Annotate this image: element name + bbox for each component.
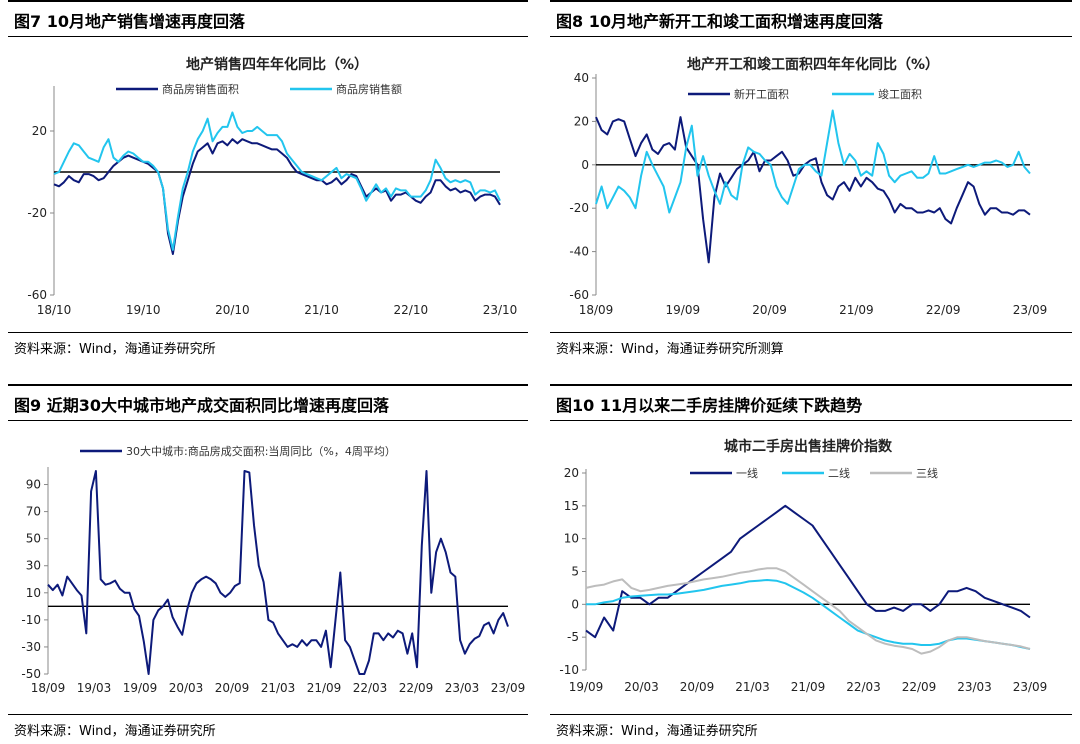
x-tick-label: 21/03	[735, 680, 770, 694]
legend-label: 二线	[828, 466, 850, 480]
chart-title: 地产开工和竣工面积四年年化同比（%）	[687, 56, 939, 73]
y-tick-label: 40	[574, 71, 589, 85]
x-tick-label: 22/09	[902, 680, 937, 694]
legend-label: 竣工面积	[878, 87, 922, 101]
y-tick-label: -60	[569, 288, 589, 302]
panel-header: 图9 近期30大中城市地产成交面积同比增速再度回落	[8, 384, 528, 421]
legend-label: 三线	[916, 466, 938, 480]
series-line	[585, 504, 1031, 639]
x-tick-label: 23/03	[445, 681, 480, 695]
series-line	[53, 111, 501, 251]
panel-title: 图8 10月地产新开工和竣工面积增速再度回落	[556, 12, 883, 31]
x-tick-label: 22/03	[846, 680, 881, 694]
x-tick-label: 22/10	[394, 303, 429, 317]
y-tick-label: -30	[21, 640, 41, 654]
x-tick-label: 20/09	[680, 680, 715, 694]
panel-footer: 资料来源：Wind，海通证券研究所	[550, 714, 1072, 743]
panel-footer: 资料来源：Wind，海通证券研究所	[8, 714, 528, 743]
chart-panel-starts-completions: 图8 10月地产新开工和竣工面积增速再度回落 地产开工和竣工面积四年年化同比（%…	[550, 0, 1072, 370]
source-note: 资料来源：Wind，海通证券研究所测算	[556, 342, 784, 357]
x-tick-label: 21/03	[261, 681, 296, 695]
series-line	[47, 470, 509, 675]
x-tick-label: 20/09	[752, 303, 787, 317]
y-tick-label: 10	[26, 586, 41, 600]
y-tick-label: -20	[569, 201, 589, 215]
series-line	[585, 567, 1031, 655]
x-tick-label: 22/09	[926, 303, 961, 317]
x-tick-label: 20/03	[169, 681, 204, 695]
legend-label: 商品房销售面积	[162, 82, 239, 96]
chart-title: 地产销售四年年化同比（%）	[186, 56, 368, 73]
y-tick-label: -5	[567, 630, 579, 644]
x-tick-label: 23/09	[491, 681, 526, 695]
chart-panel-listing-price: 图10 11月以来二手房挂牌价延续下跌趋势 城市二手房出售挂牌价指数 20 15 10…	[550, 384, 1072, 744]
y-tick-label: -20	[27, 206, 47, 220]
x-tick-label: 23/09	[1013, 680, 1048, 694]
series-line	[53, 138, 501, 255]
y-tick-label: 5	[571, 565, 579, 579]
y-tick-label: 50	[26, 532, 41, 546]
chart-panel-sales: 图7 10月地产销售增速再度回落 地产销售四年年化同比（%） 20 -20 -60 18…	[8, 0, 528, 370]
x-tick-label: 21/09	[791, 680, 826, 694]
chart-listing-price: 城市二手房出售挂牌价指数 20 15 10 5 0 -5 -10 19/09 20/03 20/09…	[559, 438, 1048, 694]
y-tick-label: 20	[574, 114, 589, 128]
x-tick-label: 21/09	[307, 681, 342, 695]
y-tick-label: -10	[559, 663, 579, 677]
x-tick-label: 18/09	[31, 681, 66, 695]
source-note: 资料来源：Wind，海通证券研究所	[556, 724, 758, 739]
panel-header: 图7 10月地产销售增速再度回落	[8, 0, 528, 37]
y-tick-label: 20	[32, 124, 47, 138]
chart-title: 城市二手房出售挂牌价指数	[724, 438, 893, 455]
series-line	[586, 579, 1031, 650]
x-tick-label: 20/09	[215, 681, 250, 695]
x-tick-label: 23/10	[483, 303, 518, 317]
y-tick-label: -50	[21, 667, 41, 681]
x-tick-label: 19/09	[666, 303, 701, 317]
y-tick-label: 30	[26, 559, 41, 573]
x-tick-label: 19/10	[126, 303, 161, 317]
y-tick-label: 0	[571, 597, 579, 611]
panel-title: 图9 近期30大中城市地产成交面积同比增速再度回落	[14, 396, 389, 415]
x-tick-label: 23/09	[1013, 303, 1048, 317]
x-tick-label: 23/03	[957, 680, 992, 694]
legend-label: 30大中城市:商品房成交面积:当周同比（%，4周平均）	[126, 444, 396, 458]
x-tick-label: 18/10	[37, 303, 72, 317]
panel-title: 图10 11月以来二手房挂牌价延续下跌趋势	[556, 396, 863, 415]
x-tick-label: 21/10	[304, 303, 339, 317]
x-tick-label: 19/09	[123, 681, 158, 695]
chart-panel-30-cities: 图9 近期30大中城市地产成交面积同比增速再度回落 90 70 50 30 10 -10 -…	[8, 384, 528, 744]
y-tick-label: 70	[26, 505, 41, 519]
y-tick-label: 0	[581, 158, 589, 172]
x-tick-label: 20/03	[624, 680, 659, 694]
y-tick-label: -60	[27, 288, 47, 302]
x-tick-label: 20/10	[215, 303, 250, 317]
panel-header: 图8 10月地产新开工和竣工面积增速再度回落	[550, 0, 1072, 37]
x-tick-label: 22/09	[399, 681, 434, 695]
y-tick-label: -40	[569, 245, 589, 259]
y-tick-label: 15	[564, 499, 579, 513]
series-line	[595, 116, 1031, 264]
legend-label: 新开工面积	[734, 87, 789, 101]
panel-header: 图10 11月以来二手房挂牌价延续下跌趋势	[550, 384, 1072, 421]
y-tick-label: 20	[564, 466, 579, 480]
legend-label: 商品房销售额	[336, 82, 402, 96]
panel-footer: 资料来源：Wind，海通证券研究所测算	[550, 332, 1072, 361]
x-tick-label: 21/09	[839, 303, 874, 317]
legend-label: 一线	[736, 466, 758, 480]
x-tick-label: 22/03	[353, 681, 388, 695]
panel-footer: 资料来源：Wind，海通证券研究所	[8, 332, 528, 361]
source-note: 资料来源：Wind，海通证券研究所	[14, 724, 216, 739]
y-tick-label: -10	[21, 613, 41, 627]
x-tick-label: 18/09	[579, 303, 614, 317]
x-tick-label: 19/03	[77, 681, 112, 695]
panel-title: 图7 10月地产销售增速再度回落	[14, 12, 245, 31]
y-tick-label: 10	[564, 532, 579, 546]
x-tick-label: 19/09	[569, 680, 604, 694]
y-tick-label: 90	[26, 478, 41, 492]
source-note: 资料来源：Wind，海通证券研究所	[14, 342, 216, 357]
series-line	[595, 109, 1031, 214]
